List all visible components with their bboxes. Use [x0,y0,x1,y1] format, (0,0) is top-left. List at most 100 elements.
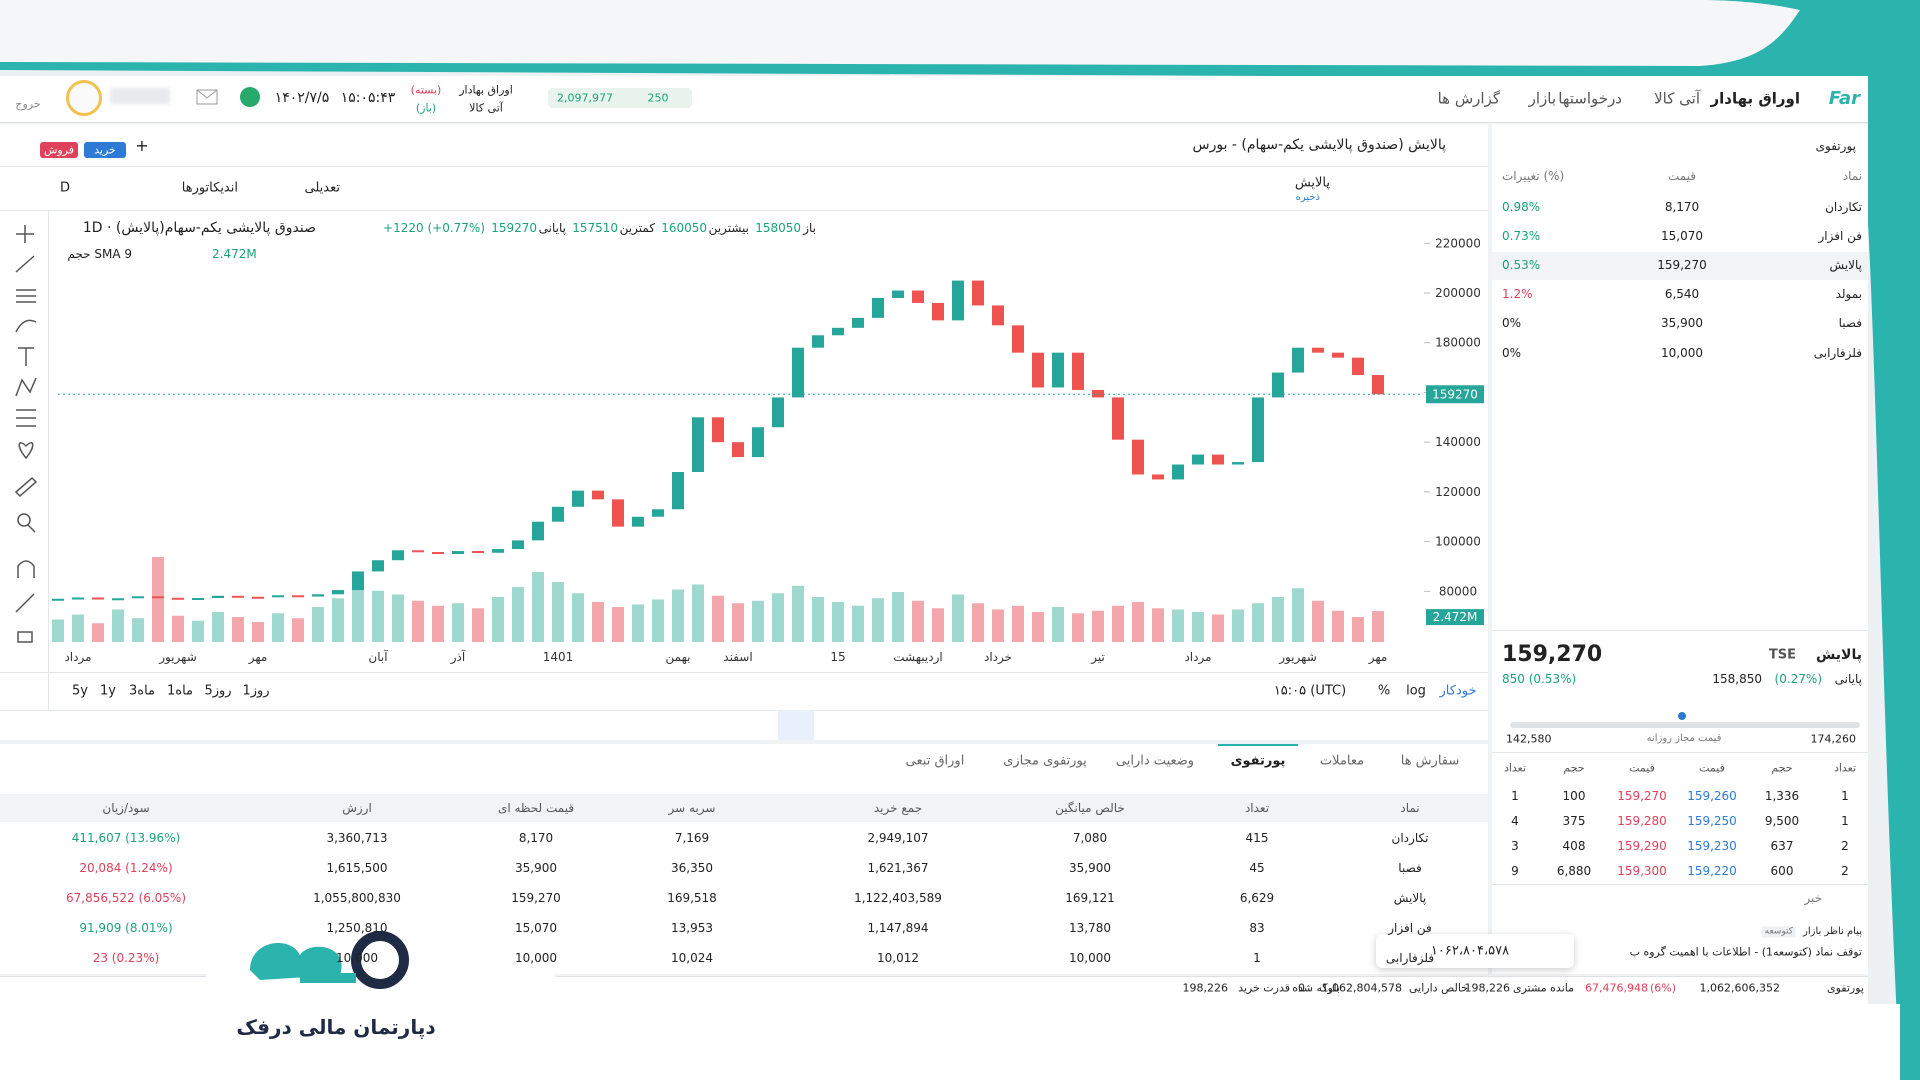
depth-cell: 1,336 [1764,789,1800,803]
candle-body [1092,389,1104,398]
range-slider [1510,722,1860,728]
tab[interactable]: سفارش ها [1400,753,1460,769]
candle-body [572,490,584,507]
symbol-cell[interactable]: تکاردان [1825,200,1862,214]
volume-bar [132,618,144,642]
volume-bar [732,603,744,642]
sell-label[interactable]: فروش [43,143,75,157]
logout[interactable]: خروج [15,97,41,111]
chart-symbol[interactable]: پالایش [1294,175,1330,191]
auto-toggle[interactable]: خودکار [1439,683,1477,699]
candle-body [412,550,424,553]
volume-bar [272,613,284,642]
tab[interactable]: پورتفوی مجازی [1003,753,1087,769]
status-blocked: 0 [1298,981,1305,995]
range-button[interactable]: 5روز [204,683,232,699]
news-source: پیام ناظر بازار [1803,926,1862,937]
tab[interactable]: معاملات [1319,753,1365,769]
range-button[interactable]: 1ماه [166,683,194,699]
volume-bar [112,609,124,642]
adjust[interactable]: تعدیلی [304,180,340,196]
depth-cell: 2 [1841,839,1849,853]
column-header: ارزش [342,801,372,815]
symbol-cell[interactable]: فلزفارابی [1813,346,1862,360]
candle-body [632,516,644,527]
cell: 83 [1249,921,1265,935]
tab[interactable]: پورتفوی [1230,753,1286,769]
x-tick-label: آبان [368,649,388,664]
status-power-label: قدرت خرید [1238,981,1290,995]
candle-body [1052,352,1064,388]
active-tab[interactable] [1218,744,1298,778]
nav-item[interactable]: اوراق بهادار [1710,89,1800,108]
volume-bar [552,582,564,642]
y-tick-label: 120000 [1435,485,1481,499]
x-tick-label: خرداد [984,650,1012,665]
column-header: حجم [1771,761,1793,775]
volume-bar [1252,603,1264,642]
range-button[interactable]: 5y [72,683,88,699]
layout-tab-active[interactable] [778,710,814,740]
volume-bar [172,615,184,642]
mail-icon[interactable] [196,88,220,106]
column-header: تعداد [1244,801,1270,815]
volume-bar [52,619,64,642]
cell: 13,780 [1069,921,1111,935]
nav-item[interactable]: آتی کالا [1654,89,1700,108]
add-button[interactable]: + [135,136,149,155]
indicators[interactable]: اندیکاتورها [181,180,238,196]
market-name: آتی کالا [469,101,503,115]
column-header: حجم [1563,761,1585,775]
y-tick-label: 220000 [1435,236,1481,250]
symbol-cell[interactable]: فصبا [1838,316,1862,330]
candle-body [872,297,884,318]
nav-item[interactable]: درخواستها [1558,89,1622,108]
time: ۱۵:۰۵:۴۳ [340,90,396,106]
news-item[interactable]: توقف نماد (کتوسعه1) - اطلاعات با اهمیت گ… [1629,945,1862,959]
avatar[interactable] [66,80,102,116]
refresh-icon[interactable] [240,87,260,107]
y-tick-label: 80000 [1439,584,1477,598]
symbol-cell[interactable]: فن افزار [1818,229,1862,243]
volume-bar [892,592,904,642]
volume-value: 2.472M [212,247,257,261]
nav-item[interactable]: گزارش ها [1437,89,1500,108]
tab[interactable]: وضعیت دارایی [1115,753,1195,769]
buy-button[interactable] [84,142,126,158]
cell: 10,000 [336,951,378,965]
drawing-tools[interactable] [8,220,44,710]
panel-title: پورتفوی [1815,139,1856,153]
column-header: تعداد [1503,761,1527,775]
table-header [0,794,1488,822]
candle-body [852,317,864,328]
range-button[interactable]: 3ماه [128,683,156,699]
status-balance: 198,226 [1464,981,1511,995]
range-low: 142,580 [1506,732,1552,746]
depth-cell: 159,280 [1617,814,1667,828]
percent-toggle[interactable]: % [1377,683,1391,699]
volume-bar [412,600,424,642]
ohlc-value: 158050 [755,221,801,235]
column-header: قیمت لحظه ای [497,801,575,815]
cell: 1 [1253,951,1261,965]
volume-bar [1132,602,1144,642]
candle-body [352,571,364,591]
buy-label[interactable]: خرید [94,143,116,157]
sell-button[interactable] [40,142,78,158]
interval[interactable]: D [59,180,71,196]
nav-item[interactable]: بازار [1528,89,1556,108]
cell: 15,070 [1661,229,1703,243]
ohlc-change: +1220 (+0.77%) [383,221,485,235]
volume-bar [292,618,304,642]
log-toggle[interactable]: log [1406,683,1426,699]
tab[interactable]: اوراق تبعی [905,753,965,769]
volume-bar [712,595,724,642]
symbol-cell[interactable]: پالایش [1829,258,1862,272]
range-button[interactable]: 1روز [242,683,270,699]
volume-bar [1372,611,1384,642]
symbol-cell[interactable]: بمولد [1835,287,1862,301]
range-button[interactable]: 1y [100,683,116,699]
close-change: (0.27%) [1774,672,1822,686]
symbol-search[interactable]: پالایش (صندوق پالایشی یکم-سهام) - بورس [1192,137,1447,153]
save[interactable]: ذخیره [1295,192,1320,203]
